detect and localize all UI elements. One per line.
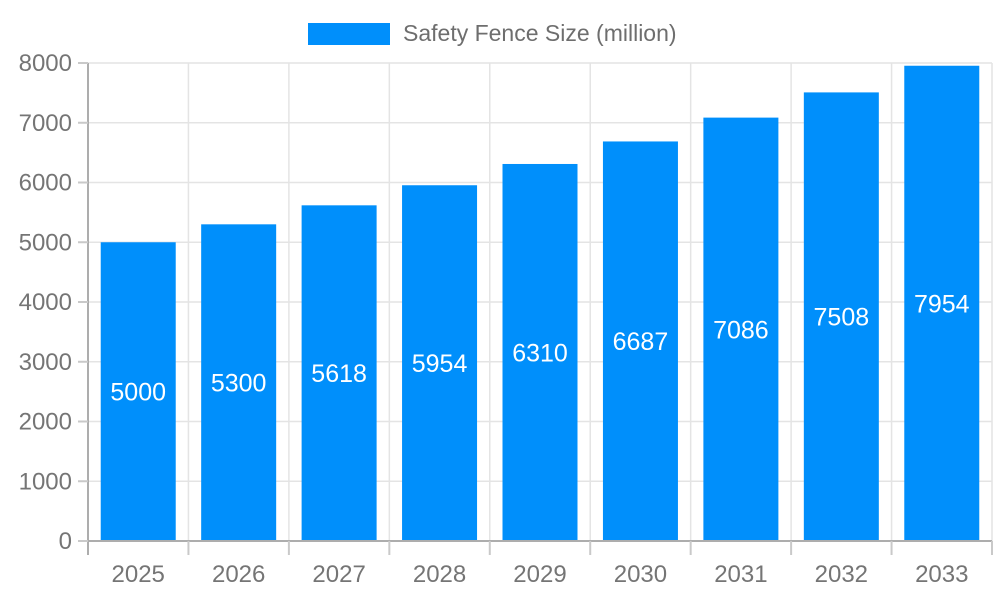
- x-axis-label-2031: 2031: [714, 561, 767, 588]
- y-axis-label-3000: 3000: [19, 349, 72, 376]
- legend-swatch[interactable]: [308, 23, 390, 45]
- bar-value-label-2026: 5300: [211, 370, 267, 398]
- plot-area: 5000 5300 5618 5954 6310 6687 7086 7508 7954 0 100…: [19, 50, 993, 588]
- x-axis-label-2027: 2027: [312, 561, 365, 588]
- y-axis-label-8000: 8000: [19, 50, 72, 77]
- y-axis-label-5000: 5000: [19, 229, 72, 256]
- bar-value-label-2032: 7508: [814, 304, 870, 332]
- y-axis-label-6000: 6000: [19, 170, 72, 197]
- bar-value-label-2028: 5954: [412, 350, 468, 378]
- bar-2025[interactable]: [100, 242, 176, 541]
- y-axis-label-0: 0: [59, 528, 72, 555]
- x-axis-label-2026: 2026: [212, 561, 265, 588]
- bar-2029[interactable]: [502, 163, 578, 542]
- x-axis-label-2032: 2032: [815, 561, 868, 588]
- x-axis-label-2033: 2033: [915, 561, 968, 588]
- x-axis-label-2025: 2025: [112, 561, 165, 588]
- x-axis-label-2028: 2028: [413, 561, 466, 588]
- bar-value-label-2030: 6687: [613, 328, 669, 356]
- y-axis-label-4000: 4000: [19, 289, 72, 316]
- bar-value-label-2027: 5618: [311, 360, 367, 388]
- bar-2032[interactable]: [803, 92, 879, 541]
- legend-label: Safety Fence Size (million): [403, 20, 677, 46]
- bar-2028[interactable]: [402, 185, 478, 541]
- x-axis-label-2029: 2029: [513, 561, 566, 588]
- bar-2033[interactable]: [904, 65, 980, 541]
- y-axis-label-7000: 7000: [19, 110, 72, 137]
- bar-value-label-2029: 6310: [512, 339, 568, 367]
- y-axis-label-2000: 2000: [19, 409, 72, 436]
- x-axis-label-2030: 2030: [614, 561, 667, 588]
- bar-2026[interactable]: [201, 224, 277, 541]
- bar-value-label-2033: 7954: [914, 290, 970, 318]
- bar-value-label-2031: 7086: [713, 316, 769, 344]
- bar-2027[interactable]: [301, 205, 377, 541]
- y-axis-label-1000: 1000: [19, 468, 72, 495]
- bar-value-label-2025: 5000: [110, 379, 166, 407]
- bar-2030[interactable]: [602, 141, 678, 541]
- legend[interactable]: Safety Fence Size (million): [308, 20, 677, 46]
- bar-2031[interactable]: [703, 117, 779, 541]
